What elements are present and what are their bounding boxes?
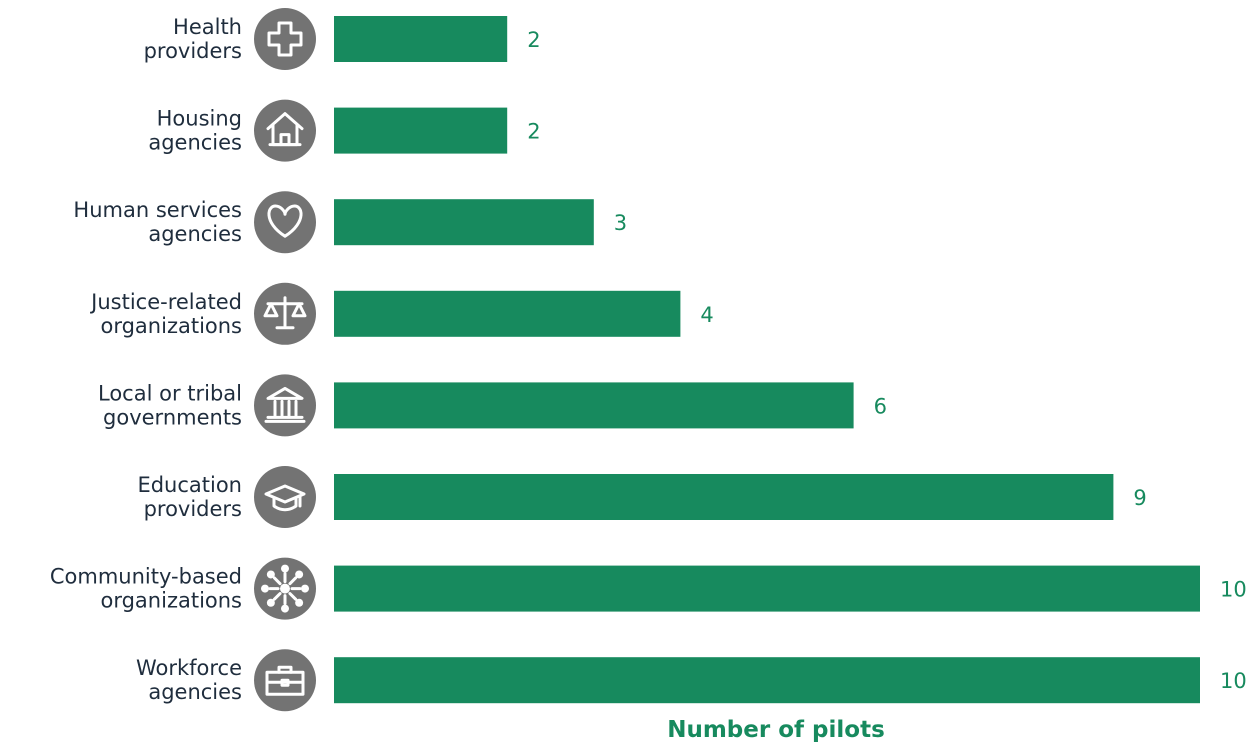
plus-cross-icon bbox=[254, 8, 316, 70]
category-label-line: Housing bbox=[157, 107, 242, 131]
category-label: Health providers bbox=[144, 15, 242, 63]
chart-row: Community-based organizations 10 bbox=[50, 557, 1247, 620]
category-label-line: Community-based bbox=[50, 565, 242, 589]
category-label-line: Health bbox=[173, 15, 242, 39]
category-label: Human services agencies bbox=[73, 198, 242, 246]
category-label-line: agencies bbox=[148, 131, 242, 155]
value-label: 9 bbox=[1133, 486, 1146, 510]
scales-icon bbox=[254, 282, 316, 345]
category-label-line: providers bbox=[144, 497, 242, 521]
category-label-line: organizations bbox=[100, 589, 242, 613]
category-label: Local or tribal governments bbox=[98, 381, 242, 429]
category-label-line: Justice-related bbox=[89, 290, 242, 314]
chart-row: Workforce agencies 10 bbox=[136, 649, 1247, 712]
bar bbox=[334, 657, 1200, 704]
bar bbox=[334, 565, 1200, 612]
heart-icon bbox=[254, 191, 316, 254]
category-label-line: Human services bbox=[73, 198, 242, 222]
category-label-line: providers bbox=[144, 39, 242, 63]
value-label: 2 bbox=[527, 28, 540, 52]
category-label-line: organizations bbox=[100, 314, 242, 338]
community-network-icon bbox=[254, 557, 316, 620]
x-axis-label: Number of pilots bbox=[667, 717, 885, 743]
graduation-cap-icon bbox=[254, 466, 316, 528]
value-label: 3 bbox=[614, 211, 627, 235]
house-icon bbox=[254, 99, 316, 162]
value-label: 4 bbox=[700, 303, 713, 327]
category-label-line: Education bbox=[137, 473, 242, 497]
bar bbox=[334, 290, 681, 337]
chart-row: Local or tribal governments 6 bbox=[98, 374, 887, 437]
bar bbox=[334, 474, 1114, 520]
chart-row: Education providers 9 bbox=[137, 466, 1147, 528]
chart-row: Health providers 2 bbox=[144, 8, 541, 70]
bar bbox=[334, 199, 594, 246]
category-label: Housing agencies bbox=[148, 107, 242, 155]
value-label: 10 bbox=[1220, 669, 1247, 693]
bar bbox=[334, 382, 854, 429]
category-label: Workforce agencies bbox=[136, 656, 242, 704]
value-label: 10 bbox=[1220, 578, 1247, 602]
category-label-line: governments bbox=[103, 405, 242, 429]
value-label: 2 bbox=[527, 120, 540, 144]
government-building-icon bbox=[254, 374, 316, 437]
chart-row: Human services agencies 3 bbox=[73, 191, 627, 254]
chart-row: Justice-related organizations 4 bbox=[89, 282, 714, 345]
category-label: Justice-related organizations bbox=[89, 290, 242, 338]
category-label-line: agencies bbox=[148, 680, 242, 704]
chart-row: Housing agencies 2 bbox=[148, 99, 541, 162]
briefcase-icon bbox=[254, 649, 316, 712]
category-label-line: Workforce bbox=[136, 656, 242, 680]
category-label-line: agencies bbox=[148, 222, 242, 246]
bar bbox=[334, 16, 508, 62]
category-label-line: Local or tribal bbox=[98, 381, 242, 405]
category-label: Community-based organizations bbox=[50, 565, 242, 613]
value-label: 6 bbox=[874, 394, 887, 418]
bar bbox=[334, 107, 508, 154]
category-label: Education providers bbox=[137, 473, 242, 521]
